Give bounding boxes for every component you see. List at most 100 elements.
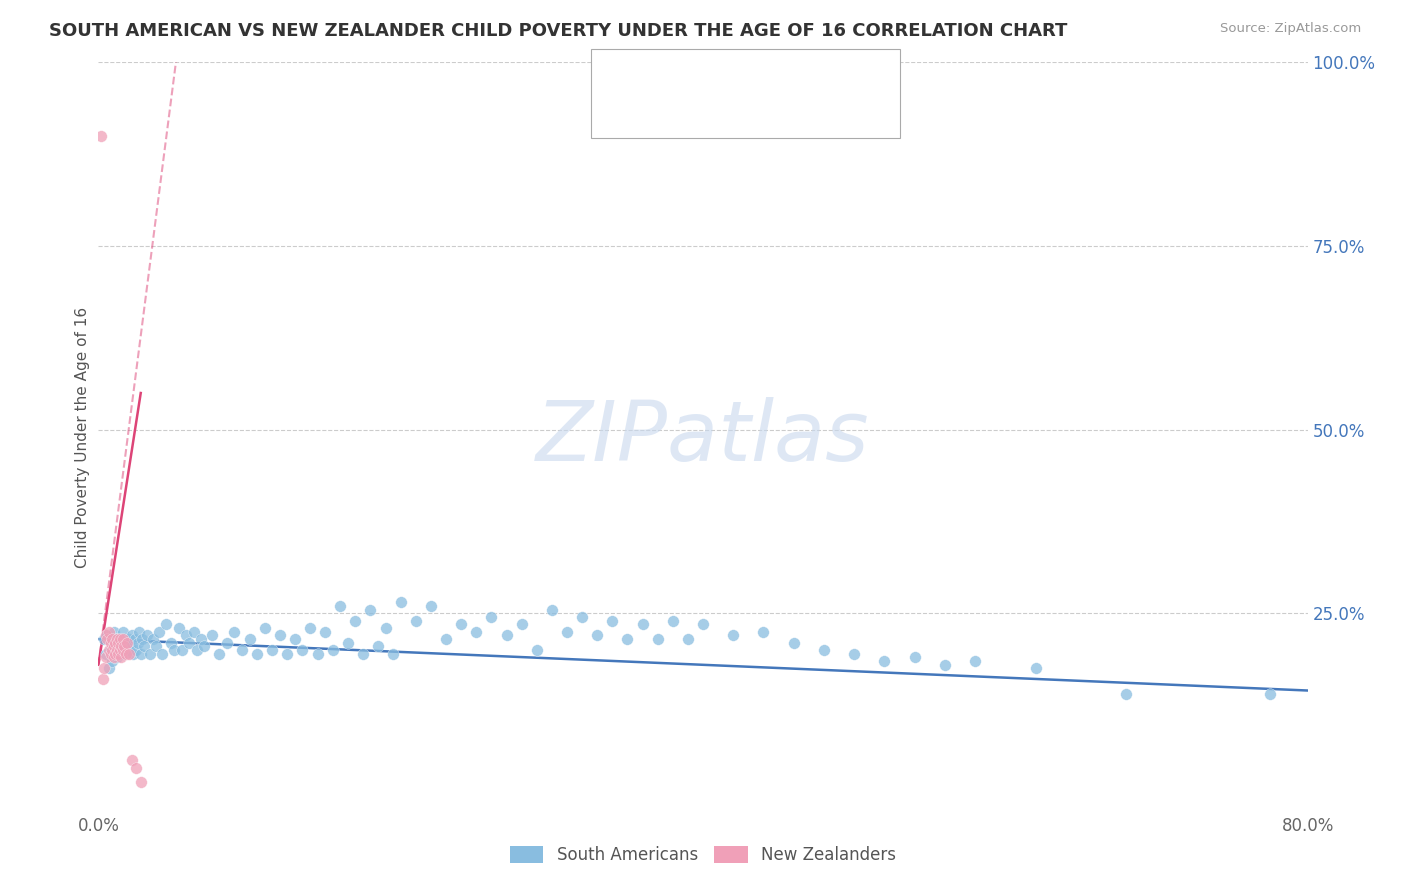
Point — [91, 673, 114, 687]
Point — [105, 632, 128, 646]
Point — [124, 632, 146, 646]
Point — [208, 647, 231, 661]
Point — [374, 621, 396, 635]
Point — [115, 636, 138, 650]
Point — [96, 632, 118, 646]
Point — [783, 636, 806, 650]
Point — [510, 617, 533, 632]
Point — [98, 643, 121, 657]
Point — [190, 632, 212, 646]
Point — [170, 643, 193, 657]
Point — [336, 636, 359, 650]
Point — [148, 624, 170, 639]
Point — [631, 617, 654, 632]
Point — [224, 624, 246, 639]
Point — [111, 624, 134, 639]
Point — [284, 632, 307, 646]
Y-axis label: Child Poverty Under the Age of 16: Child Poverty Under the Age of 16 — [75, 307, 90, 567]
Point — [329, 599, 352, 613]
Point — [571, 610, 593, 624]
Point — [661, 614, 683, 628]
Point — [450, 617, 472, 632]
Point — [131, 632, 153, 646]
Point — [174, 628, 197, 642]
Point — [108, 632, 131, 646]
Point — [586, 628, 609, 642]
Point — [360, 603, 382, 617]
Point — [246, 647, 269, 661]
Text: Source: ZipAtlas.com: Source: ZipAtlas.com — [1220, 22, 1361, 36]
Point — [112, 647, 135, 661]
Point — [135, 628, 157, 642]
Point — [723, 628, 745, 642]
Point — [299, 621, 322, 635]
Point — [96, 628, 118, 642]
Point — [104, 636, 127, 650]
Point — [1024, 661, 1046, 675]
Point — [100, 643, 122, 657]
Point — [934, 657, 956, 672]
Point — [540, 603, 562, 617]
Point — [114, 647, 136, 661]
Point — [105, 643, 128, 657]
Text: R =: R = — [636, 103, 666, 120]
Point — [160, 636, 183, 650]
Point — [94, 628, 117, 642]
Point — [344, 614, 367, 628]
Point — [179, 636, 201, 650]
Text: 0.631: 0.631 — [678, 103, 731, 120]
Point — [616, 632, 638, 646]
Point — [231, 643, 253, 657]
Point — [215, 636, 238, 650]
Point — [291, 643, 314, 657]
Point — [94, 647, 117, 661]
Point — [128, 624, 150, 639]
Point — [465, 624, 488, 639]
Point — [139, 647, 162, 661]
Point — [183, 624, 205, 639]
Point — [120, 640, 142, 654]
Point — [114, 636, 136, 650]
Point — [405, 614, 427, 628]
Point — [844, 647, 866, 661]
Point — [873, 654, 896, 668]
Legend: South Americans, New Zealanders: South Americans, New Zealanders — [503, 839, 903, 871]
Point — [112, 640, 135, 654]
Point — [322, 643, 344, 657]
Point — [127, 636, 149, 650]
Point — [163, 643, 186, 657]
Point — [118, 647, 141, 661]
Point — [101, 654, 124, 668]
Point — [253, 621, 276, 635]
Text: R =: R = — [636, 62, 666, 79]
Point — [314, 624, 336, 639]
Text: 105: 105 — [793, 62, 824, 79]
Point — [142, 632, 165, 646]
Point — [101, 643, 124, 657]
Point — [262, 643, 284, 657]
Point — [752, 624, 775, 639]
Point — [100, 636, 122, 650]
Point — [107, 647, 129, 661]
Point — [98, 661, 121, 675]
Point — [103, 640, 125, 654]
Point — [107, 643, 129, 657]
Point — [90, 128, 112, 143]
Point — [93, 632, 115, 646]
Point — [125, 643, 148, 657]
Point — [555, 624, 578, 639]
Point — [307, 647, 329, 661]
Point — [108, 647, 131, 661]
Point — [118, 632, 141, 646]
Point — [129, 775, 152, 789]
Point — [167, 621, 190, 635]
Point — [103, 643, 125, 657]
Point — [904, 650, 927, 665]
Point — [93, 661, 115, 675]
Point — [103, 624, 125, 639]
Point — [676, 632, 699, 646]
Point — [382, 647, 405, 661]
Point — [495, 628, 517, 642]
Point — [193, 640, 215, 654]
Text: N =: N = — [748, 62, 779, 79]
